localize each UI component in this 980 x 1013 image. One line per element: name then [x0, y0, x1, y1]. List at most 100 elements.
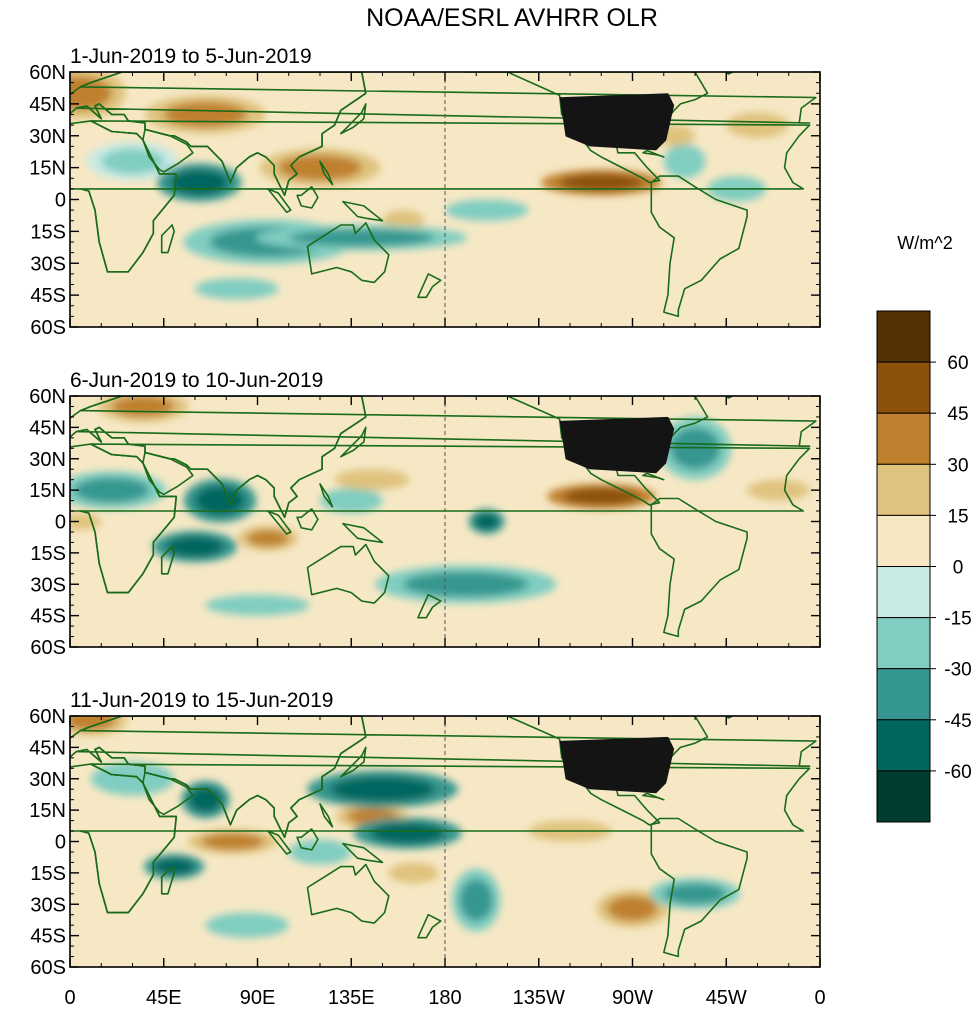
anomaly-cell — [70, 716, 116, 731]
anomaly-cell — [188, 787, 223, 813]
anomaly-cell — [445, 199, 529, 221]
new-guinea-outline — [342, 842, 384, 864]
colorbar-segment — [876, 566, 931, 619]
y-tick-label: 60N — [29, 386, 66, 408]
y-tick-label: 30N — [29, 769, 66, 791]
y-tick-label: 15S — [30, 863, 66, 885]
australia-outline — [306, 543, 390, 604]
philippines-outline — [319, 803, 334, 828]
y-tick-label: 45N — [29, 94, 66, 116]
eurasia-outline-wrap — [70, 396, 367, 519]
panel-3-coastlines — [70, 716, 817, 958]
panel-2-coastlines — [70, 396, 817, 638]
y-tick-label: 15N — [29, 158, 66, 180]
y-tick-label: 30N — [29, 126, 66, 148]
us-boundary-overlay — [559, 93, 675, 151]
anomaly-cell — [205, 594, 310, 616]
colorbar-label: 60 — [947, 353, 968, 374]
y-tick-label: 60N — [29, 706, 66, 728]
colorbar-label: -30 — [944, 660, 971, 681]
anomaly-cell — [201, 833, 264, 850]
anomaly-cell — [320, 488, 383, 514]
figure-title: NOAA/ESRL AVHRR OLR — [366, 4, 658, 32]
anomaly-cell — [90, 762, 175, 796]
philippines-outline — [319, 483, 334, 508]
africa-outline-wrap — [70, 763, 178, 914]
x-tick-label: 135W — [513, 987, 565, 1009]
colorbar-label: -45 — [944, 711, 971, 732]
y-tick-label: 45S — [30, 926, 66, 948]
anomaly-cell — [563, 488, 639, 505]
greenland-edge-outline — [725, 72, 734, 75]
y-tick-label: 60S — [30, 317, 66, 339]
japan-outline — [340, 103, 367, 135]
africa-outline-wrap — [70, 120, 178, 273]
philippines-outline — [319, 160, 334, 186]
south-america-outline — [650, 175, 748, 318]
colorbar-label: -15 — [944, 609, 971, 630]
australia-outline — [306, 863, 390, 924]
panels: 1-Jun-2019 to 5-Jun-201960N45N30N15N015S… — [29, 45, 821, 979]
y-tick-label: 60S — [30, 637, 66, 659]
colorbar-segment — [876, 463, 931, 516]
y-tick-label: 0 — [55, 832, 66, 854]
cuba-outline — [642, 792, 665, 801]
madagascar-outline — [160, 865, 175, 895]
y-tick-label: 0 — [55, 512, 66, 534]
colorbar-segment — [876, 310, 931, 363]
anomaly-cell — [288, 839, 352, 865]
y-tick-label: 15N — [29, 800, 66, 822]
x-axis: 0 45E 90E 135E 180 135W 90W 45W 0 — [64, 987, 825, 1009]
anomaly-cell — [403, 571, 529, 597]
anomaly-cell — [474, 513, 500, 530]
colorbar-segment — [876, 770, 931, 823]
anomaly-cell — [170, 169, 229, 196]
y-tick-label: 30S — [30, 574, 66, 596]
anomaly-cell — [247, 529, 289, 547]
y-tick-label: 30S — [30, 253, 66, 275]
y-tick-label: 15S — [30, 543, 66, 565]
y-tick-label: 15S — [30, 221, 66, 243]
borneo-outline — [296, 186, 319, 209]
colorbar-segment — [876, 361, 931, 414]
anomaly-cell — [195, 485, 245, 516]
colorbar-segment — [876, 719, 931, 772]
anomaly-cell — [163, 101, 248, 128]
anomaly-cell — [288, 229, 435, 247]
colorbar-segment — [876, 412, 931, 465]
south-america-outline — [650, 817, 748, 958]
japan-outline — [340, 426, 367, 458]
anomaly-cell — [70, 76, 112, 111]
colorbar-segment — [876, 617, 931, 670]
panel-3-title: 11-Jun-2019 to 15-Jun-2019 — [70, 689, 333, 712]
anomaly-cell — [153, 858, 196, 875]
anomaly-cell — [459, 879, 493, 921]
x-tick-label: 45W — [706, 987, 747, 1009]
y-tick-label: 60S — [30, 957, 66, 979]
panel-1-coastlines — [70, 72, 817, 318]
new-zealand-outline — [417, 593, 442, 619]
new-guinea-outline — [342, 200, 384, 222]
anomaly-cell — [334, 469, 410, 491]
anomaly-cell — [205, 912, 289, 938]
y-tick-label: 45S — [30, 606, 66, 628]
x-tick-label: 90W — [612, 987, 653, 1009]
x-tick-label: 0 — [64, 987, 75, 1009]
us-boundary-overlay — [559, 736, 675, 794]
new-zealand-outline — [417, 913, 442, 939]
new-guinea-outline — [342, 522, 384, 544]
greenland-edge-outline — [725, 716, 734, 719]
anomaly-cell — [663, 883, 727, 905]
anomaly-cell — [388, 862, 439, 884]
eurasia-outline-wrap — [70, 716, 367, 839]
cuba-outline — [642, 472, 665, 481]
colorbar-label: 30 — [947, 455, 968, 476]
panel-2-field — [70, 396, 820, 647]
anomaly-cell — [195, 278, 279, 300]
borneo-outline — [296, 828, 319, 851]
y-tick-label: 45S — [30, 285, 66, 307]
eurasia-outline-wrap — [70, 72, 367, 197]
y-tick-label: 30N — [29, 449, 66, 471]
